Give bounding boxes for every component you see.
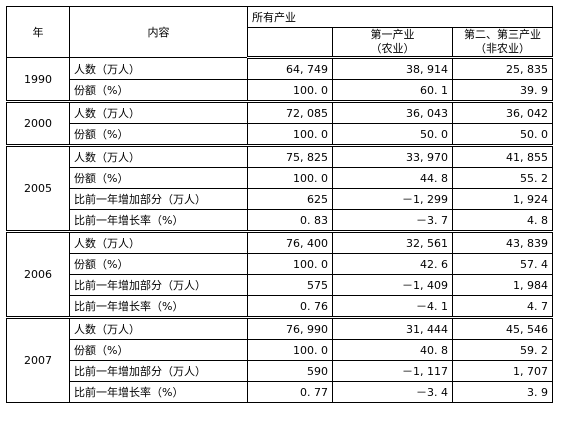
table-row: 份额（%） 100. 0 60. 1 39. 9 — [7, 79, 553, 102]
all-industries-cell: 100. 0 — [247, 79, 333, 102]
row-label-cell: 份额（%） — [69, 167, 248, 189]
secondary-tertiary-cell: 4. 7 — [452, 295, 553, 318]
secondary-tertiary-cell: 25, 835 — [452, 57, 553, 80]
primary-industry-cell: 40. 8 — [332, 339, 453, 361]
all-industries-cell: 590 — [247, 360, 333, 382]
primary-industry-cell: －1, 299 — [332, 188, 453, 210]
row-label-cell: 比前一年增长率（%） — [69, 295, 248, 318]
all-industries-cell: 100. 0 — [247, 123, 333, 146]
header-secondary-tertiary-industry: 第二、第三产业 （非农业） — [452, 27, 553, 59]
row-label-cell: 比前一年增加部分（万人） — [69, 360, 248, 382]
row-label-cell: 份额（%） — [69, 79, 248, 102]
secondary-tertiary-cell: 1, 984 — [452, 274, 553, 296]
header-year: 年 — [6, 6, 70, 58]
secondary-tertiary-cell: 55. 2 — [452, 167, 553, 189]
employment-table-container: 年 内容 所有产业 第一产业 （农业） 第二、第三产业 （非农业） 1990 人数… — [6, 6, 553, 403]
all-industries-cell: 0. 77 — [247, 381, 333, 403]
year-cell: 2007 — [6, 316, 70, 403]
primary-industry-cell: －3. 4 — [332, 381, 453, 403]
primary-industry-cell: 38, 914 — [332, 57, 453, 80]
secondary-tertiary-cell: 1, 924 — [452, 188, 553, 210]
primary-industry-cell: 31, 444 — [332, 316, 453, 340]
secondary-tertiary-cell: 45, 546 — [452, 316, 553, 340]
all-industries-cell: 0. 83 — [247, 209, 333, 232]
header-all-industries-total — [247, 27, 333, 59]
all-industries-cell: 76, 990 — [247, 316, 333, 340]
all-industries-cell: 75, 825 — [247, 144, 333, 168]
table-row: 比前一年增长率（%） 0. 76 －4. 1 4. 7 — [7, 295, 553, 318]
row-label-cell: 人数（万人） — [69, 230, 248, 254]
primary-industry-cell: 50. 0 — [332, 123, 453, 146]
secondary-tertiary-cell: 1, 707 — [452, 360, 553, 382]
header-primary-line2: （农业） — [370, 42, 415, 55]
row-label-cell: 比前一年增加部分（万人） — [69, 274, 248, 296]
table-row: 1990 人数（万人） 64, 749 38, 914 25, 835 — [6, 57, 553, 102]
all-industries-cell: 100. 0 — [247, 253, 333, 275]
secondary-tertiary-cell: 50. 0 — [452, 123, 553, 146]
secondary-tertiary-cell: 43, 839 — [452, 230, 553, 254]
secondary-tertiary-cell: 41, 855 — [452, 144, 553, 168]
row-label-cell: 份额（%） — [69, 123, 248, 146]
row-label-cell: 比前一年增长率（%） — [69, 209, 248, 232]
table-row: 份额（%） 100. 0 40. 8 59. 2 — [7, 339, 553, 361]
secondary-tertiary-cell: 3. 9 — [452, 381, 553, 403]
primary-industry-cell: 44. 8 — [332, 167, 453, 189]
row-label-cell: 份额（%） — [69, 253, 248, 275]
row-label-cell: 人数（万人） — [69, 57, 248, 80]
table-row: 比前一年增长率（%） 0. 77 －3. 4 3. 9 — [7, 381, 553, 403]
all-industries-cell: 76, 400 — [247, 230, 333, 254]
table-body: 1990 人数（万人） 64, 749 38, 914 25, 835 份额（%） 100.… — [6, 57, 553, 403]
secondary-tertiary-cell: 39. 9 — [452, 79, 553, 102]
secondary-tertiary-cell: 57. 4 — [452, 253, 553, 275]
table-row: 份额（%） 100. 0 42. 6 57. 4 — [7, 253, 553, 275]
primary-industry-cell: 33, 970 — [332, 144, 453, 168]
table-row: 2007 人数（万人） 76, 990 31, 444 45, 546 — [6, 316, 553, 403]
primary-industry-cell: －4. 1 — [332, 295, 453, 318]
all-industries-cell: 0. 76 — [247, 295, 333, 318]
primary-industry-cell: －3. 7 — [332, 209, 453, 232]
all-industries-cell: 64, 749 — [247, 57, 333, 80]
primary-industry-cell: 32, 561 — [332, 230, 453, 254]
secondary-tertiary-cell: 4. 8 — [452, 209, 553, 232]
table-header: 年 内容 所有产业 第一产业 （农业） 第二、第三产业 （非农业） — [6, 6, 553, 59]
table-row: 份额（%） 100. 0 44. 8 55. 2 — [7, 167, 553, 189]
primary-industry-cell: －1, 117 — [332, 360, 453, 382]
table-row: 2000 人数（万人） 72, 085 36, 043 36, 042 — [6, 100, 553, 146]
row-label-cell: 人数（万人） — [69, 316, 248, 340]
table-row: 比前一年增加部分（万人） 590 －1, 117 1, 707 — [7, 360, 553, 382]
year-cell: 2006 — [6, 230, 70, 318]
header-all-industries: 所有产业 — [247, 6, 553, 28]
table-row: 比前一年增加部分（万人） 575 －1, 409 1, 984 — [7, 274, 553, 296]
header-secondary-line2: （非农业） — [475, 42, 530, 55]
all-industries-cell: 100. 0 — [247, 167, 333, 189]
all-industries-cell: 625 — [247, 188, 333, 210]
year-cell: 1990 — [6, 57, 70, 102]
primary-industry-cell: －1, 409 — [332, 274, 453, 296]
year-cell: 2000 — [6, 100, 70, 146]
secondary-tertiary-cell: 36, 042 — [452, 100, 553, 124]
header-primary-industry: 第一产业 （农业） — [332, 27, 453, 59]
row-label-cell: 比前一年增加部分（万人） — [69, 188, 248, 210]
table-row: 2006 人数（万人） 76, 400 32, 561 43, 839 — [6, 230, 553, 318]
all-industries-cell: 72, 085 — [247, 100, 333, 124]
table-row: 份额（%） 100. 0 50. 0 50. 0 — [7, 123, 553, 146]
table-row: 2005 人数（万人） 75, 825 33, 970 41, 855 — [6, 144, 553, 232]
table-row: 比前一年增长率（%） 0. 83 －3. 7 4. 8 — [7, 209, 553, 232]
row-label-cell: 人数（万人） — [69, 144, 248, 168]
row-label-cell: 比前一年增长率（%） — [69, 381, 248, 403]
all-industries-cell: 575 — [247, 274, 333, 296]
primary-industry-cell: 60. 1 — [332, 79, 453, 102]
header-primary-line1: 第一产业 — [370, 28, 415, 41]
year-cell: 2005 — [6, 144, 70, 232]
primary-industry-cell: 42. 6 — [332, 253, 453, 275]
row-label-cell: 人数（万人） — [69, 100, 248, 124]
table-row: 比前一年增加部分（万人） 625 －1, 299 1, 924 — [7, 188, 553, 210]
all-industries-cell: 100. 0 — [247, 339, 333, 361]
secondary-tertiary-cell: 59. 2 — [452, 339, 553, 361]
header-secondary-line1: 第二、第三产业 — [464, 28, 541, 41]
employment-table: 年 内容 所有产业 第一产业 （农业） 第二、第三产业 （非农业） 1990 人数… — [6, 6, 553, 403]
header-content: 内容 — [69, 6, 248, 58]
primary-industry-cell: 36, 043 — [332, 100, 453, 124]
row-label-cell: 份额（%） — [69, 339, 248, 361]
